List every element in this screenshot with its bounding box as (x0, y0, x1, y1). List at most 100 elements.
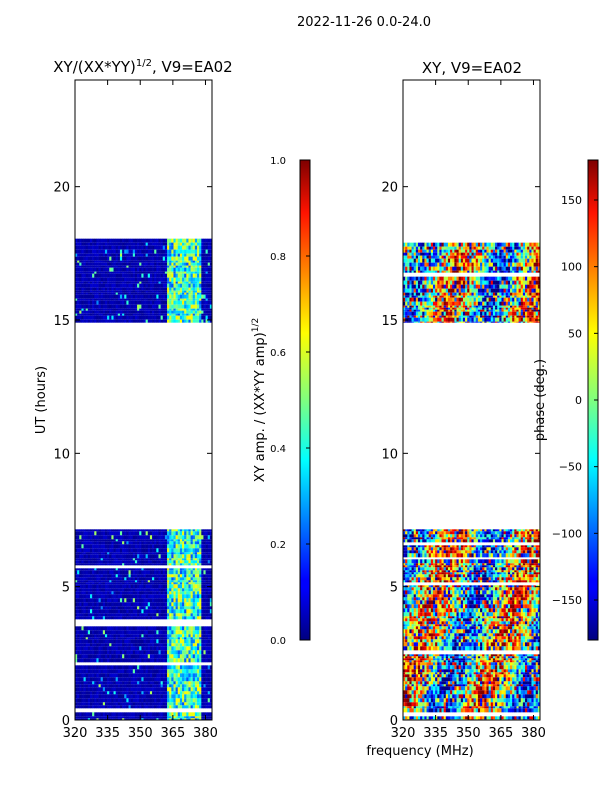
amplitude-heatmap-cell (107, 574, 110, 578)
amplitude-heatmap-cell (83, 574, 86, 578)
amplitude-heatmap-cell (201, 602, 204, 607)
amplitude-heatmap-cell (182, 594, 185, 599)
amplitude-heatmap-cell (162, 308, 166, 311)
amplitude-heatmap-cell (124, 712, 127, 717)
amplitude-heatmap-cell (167, 694, 170, 699)
amplitude-heatmap-cell (98, 554, 101, 559)
amplitude-heatmap-cell (102, 287, 106, 291)
amplitude-heatmap-cell (119, 718, 123, 720)
amplitude-heatmap-cell (85, 665, 89, 670)
amplitude-heatmap-cell (75, 535, 78, 540)
amplitude-heatmap-cell (85, 273, 89, 278)
amplitude-heatmap-cell (173, 570, 176, 575)
amplitude-heatmap-cell (160, 558, 164, 561)
amplitude-heatmap-cell (89, 602, 93, 607)
amplitude-heatmap-cell (175, 260, 179, 263)
amplitude-heatmap-cell (201, 245, 204, 250)
amplitude-heatmap-cell (177, 665, 181, 670)
amplitude-heatmap-cell (102, 630, 106, 635)
amplitude-heatmap-cell (158, 681, 161, 685)
amplitude-heatmap-cell (122, 531, 125, 536)
amplitude-heatmap-cell (107, 637, 110, 640)
amplitude-heatmap-cell (175, 277, 179, 282)
amplitude-heatmap-cell (85, 669, 89, 674)
amplitude-heatmap-cell (152, 273, 155, 278)
amplitude-heatmap-cell (171, 570, 174, 575)
amplitude-heatmap-cell (192, 718, 196, 720)
amplitude-heatmap-cell (152, 694, 155, 699)
amplitude-heatmap-cell (81, 273, 84, 278)
amplitude-heatmap-cell (126, 560, 129, 564)
amplitude-heatmap-cell (190, 267, 194, 272)
amplitude-heatmap-cell (83, 256, 86, 261)
amplitude-heatmap-cell (203, 310, 206, 314)
amplitude-heatmap-cell (175, 313, 179, 316)
amplitude-heatmap-cell (128, 249, 131, 254)
amplitude-heatmap-cell (139, 554, 142, 559)
amplitude-heatmap-cell (92, 563, 95, 566)
amplitude-heatmap-cell (137, 283, 140, 288)
amplitude-heatmap-cell (124, 594, 127, 599)
amplitude-heatmap-cell (100, 577, 104, 581)
amplitude-heatmap-cell (167, 554, 170, 559)
amplitude-heatmap-cell (164, 541, 168, 545)
amplitude-heatmap-cell (147, 287, 151, 291)
amplitude-heatmap-cell (203, 242, 206, 246)
amplitude-heatmap-cell (79, 616, 82, 620)
amplitude-heatmap-cell (132, 304, 136, 309)
amplitude-heatmap-cell (111, 712, 114, 717)
amplitude-heatmap-cell (201, 563, 204, 566)
amplitude-heatmap-cell (197, 310, 200, 314)
amplitude-heatmap-cell (104, 267, 108, 272)
amplitude-heatmap-cell (188, 273, 191, 278)
amplitude-heatmap-cell (149, 267, 153, 272)
amplitude-heatmap-cell (111, 643, 114, 647)
amplitude-heatmap-cell (126, 594, 129, 599)
amplitude-heatmap-cell (139, 238, 142, 243)
amplitude-heatmap-cell (209, 602, 212, 607)
amplitude-heatmap-cell (77, 292, 80, 295)
amplitude-heatmap-cell (179, 577, 183, 581)
amplitude-heatmap-cell (124, 262, 127, 266)
amplitude-heatmap-cell (130, 716, 134, 719)
amplitude-heatmap-cell (199, 539, 202, 542)
amplitude-heatmap-cell (79, 262, 82, 266)
amplitude-heatmap-cell (203, 712, 206, 717)
amplitude-heatmap-cell (205, 310, 209, 314)
amplitude-heatmap-cell (197, 684, 200, 688)
amplitude-heatmap-cell (139, 673, 142, 678)
amplitude-heatmap-cell (182, 582, 185, 585)
amplitude-heatmap-cell (207, 560, 211, 564)
amplitude-heatmap-cell (92, 287, 95, 291)
amplitude-heatmap-cell (128, 256, 131, 261)
amplitude-heatmap-cell (117, 646, 121, 651)
amplitude-heatmap-cell (115, 253, 119, 257)
amplitude-heatmap-cell (104, 300, 108, 305)
amplitude-heatmap-cell (126, 300, 129, 305)
amplitude-heatmap-cell (184, 558, 187, 561)
amplitude-heatmap-cell (130, 669, 134, 674)
amplitude-heatmap-cell (115, 300, 119, 305)
amplitude-heatmap-cell (92, 582, 95, 585)
amplitude-heatmap-cell (167, 665, 170, 670)
amplitude-heatmap-cell (130, 634, 134, 638)
amplitude-heatmap-cell (113, 626, 116, 631)
amplitude-heatmap-cell (175, 245, 179, 250)
amplitude-heatmap-cell (205, 287, 209, 291)
amplitude-heatmap-cell (102, 283, 106, 288)
amplitude-heatmap-cell (186, 691, 189, 695)
amplitude-heatmap-cell (199, 574, 202, 578)
amplitude-heatmap-cell (96, 541, 99, 545)
amplitude-heatmap-cell (143, 681, 146, 685)
amplitude-heatmap-cell (156, 665, 159, 670)
amplitude-heatmap-cell (158, 531, 161, 536)
amplitude-heatmap-cell (128, 283, 131, 288)
amplitude-heatmap-cell (154, 531, 157, 536)
amplitude-heatmap-cell (186, 606, 189, 610)
amplitude-heatmap-cell (209, 290, 212, 293)
amplitude-heatmap-cell (149, 529, 153, 532)
amplitude-heatmap-cell (104, 634, 108, 638)
amplitude-heatmap-cell (139, 529, 142, 532)
amplitude-heatmap-cell (169, 718, 172, 720)
amplitude-heatmap-cell (158, 267, 161, 272)
